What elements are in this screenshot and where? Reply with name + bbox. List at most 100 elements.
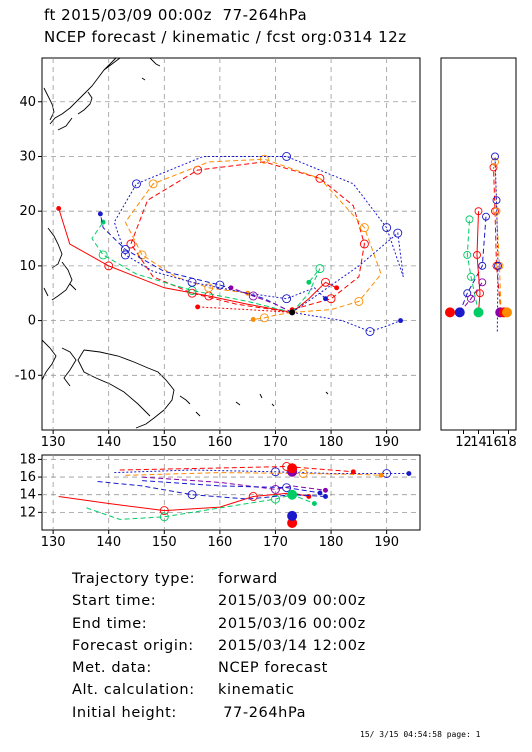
tick-labels: 130 140 150 160 170 180 190-100102030401214161… [15, 95, 517, 550]
bottom-xtick-label: 180 [319, 535, 344, 550]
map-marker-red [187, 288, 197, 298]
side-series-blue-2 [494, 156, 499, 332]
bottom-start-dot-red [287, 463, 298, 474]
bottom-marker-blue [271, 467, 280, 477]
bottom-series-red-0 [58, 492, 309, 512]
map-series-green-6 [91, 221, 293, 313]
bottom-xtick-label: 170 [263, 535, 288, 550]
side-marker-blue [482, 212, 490, 221]
map-xtick-label: 190 [374, 435, 399, 450]
map-marker-purple [228, 285, 234, 291]
map-series-red-0 [58, 208, 293, 313]
map-xtick-label: 150 [152, 435, 177, 450]
map-marker-orange [359, 223, 369, 233]
map-marker-blue [282, 152, 292, 161]
bottom-marker-green [311, 501, 317, 506]
new-guinea-coastline [77, 349, 175, 429]
map-marker-red [195, 304, 201, 310]
bottom-ytick-label: 14 [19, 488, 36, 503]
info-key: Trajectory type: [72, 571, 196, 587]
map-marker-orange [250, 317, 256, 322]
bottom-ytick-label: 16 [19, 470, 36, 485]
info-key: Alt. calculation: [72, 682, 195, 699]
map-frame [41, 57, 421, 431]
bottom-xtick-label: 150 [152, 535, 177, 550]
map-xtick-label: 140 [96, 435, 121, 450]
map-series-red-2 [130, 161, 365, 313]
bottom-marker-orange [298, 469, 308, 478]
bottom-series-blue-7 [142, 480, 320, 494]
side-xtick-label: 16 [485, 435, 502, 450]
side-series-blue-4 [459, 216, 487, 313]
bottom-series-purple-6 [142, 476, 326, 491]
side-marker-red [474, 207, 483, 216]
chart-title-line2: NCEP forecast / kinematic / fcst org:031… [44, 28, 407, 46]
footer-timestamp: 15/ 3/15 04:54:58 page: 1 [360, 730, 481, 739]
side-start-dot-green [473, 307, 484, 318]
map-series-purple-11 [230, 287, 293, 313]
map-xtick-label: 160 [207, 435, 232, 450]
map-series-blue-8 [99, 213, 293, 313]
bottom-marker-red [248, 492, 258, 501]
map-ytick-label: 10 [19, 259, 36, 274]
axes-frames [38, 57, 517, 534]
side-marker-blue [478, 261, 487, 270]
side-marker-red [473, 250, 481, 259]
map-marker-red [126, 239, 136, 249]
map-series-orange-5 [124, 158, 382, 313]
bottom-start-dot-blue [287, 510, 298, 521]
bottom-marker-blue [282, 483, 292, 493]
side-start-dot-red [445, 307, 455, 318]
side-xtick-label: 12 [455, 435, 472, 450]
bottom-marker-blue [187, 490, 197, 500]
bottom-xtick-label: 140 [96, 535, 121, 550]
side-marker-blue [494, 261, 502, 270]
side-start-dot-orange [502, 307, 512, 318]
map-marker-red [359, 239, 369, 249]
bottom-series-orange-4 [125, 472, 382, 476]
map-marker-green [306, 279, 312, 285]
side-xtick-label: 18 [500, 435, 517, 450]
side-series-purple-5 [459, 282, 483, 313]
map-series-blue-10 [113, 156, 404, 313]
info-row: Start time: 2015/03/09 00:00z [72, 590, 366, 612]
map-marker-blue [132, 179, 141, 189]
bottom-series-blue-2 [97, 481, 326, 500]
map-marker-blue [323, 296, 328, 302]
side-xtick-label: 14 [470, 435, 487, 450]
info-value: 77-264hPa [218, 704, 307, 721]
side-marker-blue [492, 196, 501, 205]
side-marker-blue [491, 152, 499, 161]
info-key: End time: [72, 615, 148, 632]
side-series-red-6 [476, 211, 481, 313]
map-series-green-7 [291, 268, 321, 313]
side-start-dot-blue [454, 307, 465, 318]
map-marker-blue [215, 280, 225, 290]
map-marker-blue [120, 250, 130, 260]
bottom-xtick-label: 190 [374, 535, 399, 550]
side-marker-green [467, 272, 475, 281]
map-marker-orange [148, 179, 158, 189]
bottom-marker-red [159, 506, 169, 516]
map-marker-blue [393, 228, 403, 238]
map-marker-green [315, 264, 325, 274]
map-marker-blue [187, 277, 197, 287]
bottom-marker-green [159, 512, 169, 522]
map-ytick-label: 0 [28, 314, 36, 329]
info-key: Start time: [72, 593, 157, 610]
trajectory-lines [56, 152, 512, 528]
grid-lines [42, 58, 420, 530]
japan-coastline [49, 57, 121, 131]
side-marker-purple [467, 294, 475, 303]
map-ytick-label: 30 [19, 149, 36, 164]
side-marker-blue [463, 289, 472, 298]
info-value: 2015/03/16 00:00z [218, 615, 366, 632]
info-row: Trajectory type: forward [72, 568, 366, 590]
map-marker-blue [365, 327, 375, 336]
side-marker-red [489, 163, 498, 172]
bottom-start-dot-green [287, 489, 298, 500]
map-ytick-label: 20 [19, 204, 36, 219]
bottom-marker-blue [406, 471, 412, 476]
map-marker-red [56, 205, 62, 211]
info-row: Initial height: 77-264hPa [72, 702, 366, 724]
